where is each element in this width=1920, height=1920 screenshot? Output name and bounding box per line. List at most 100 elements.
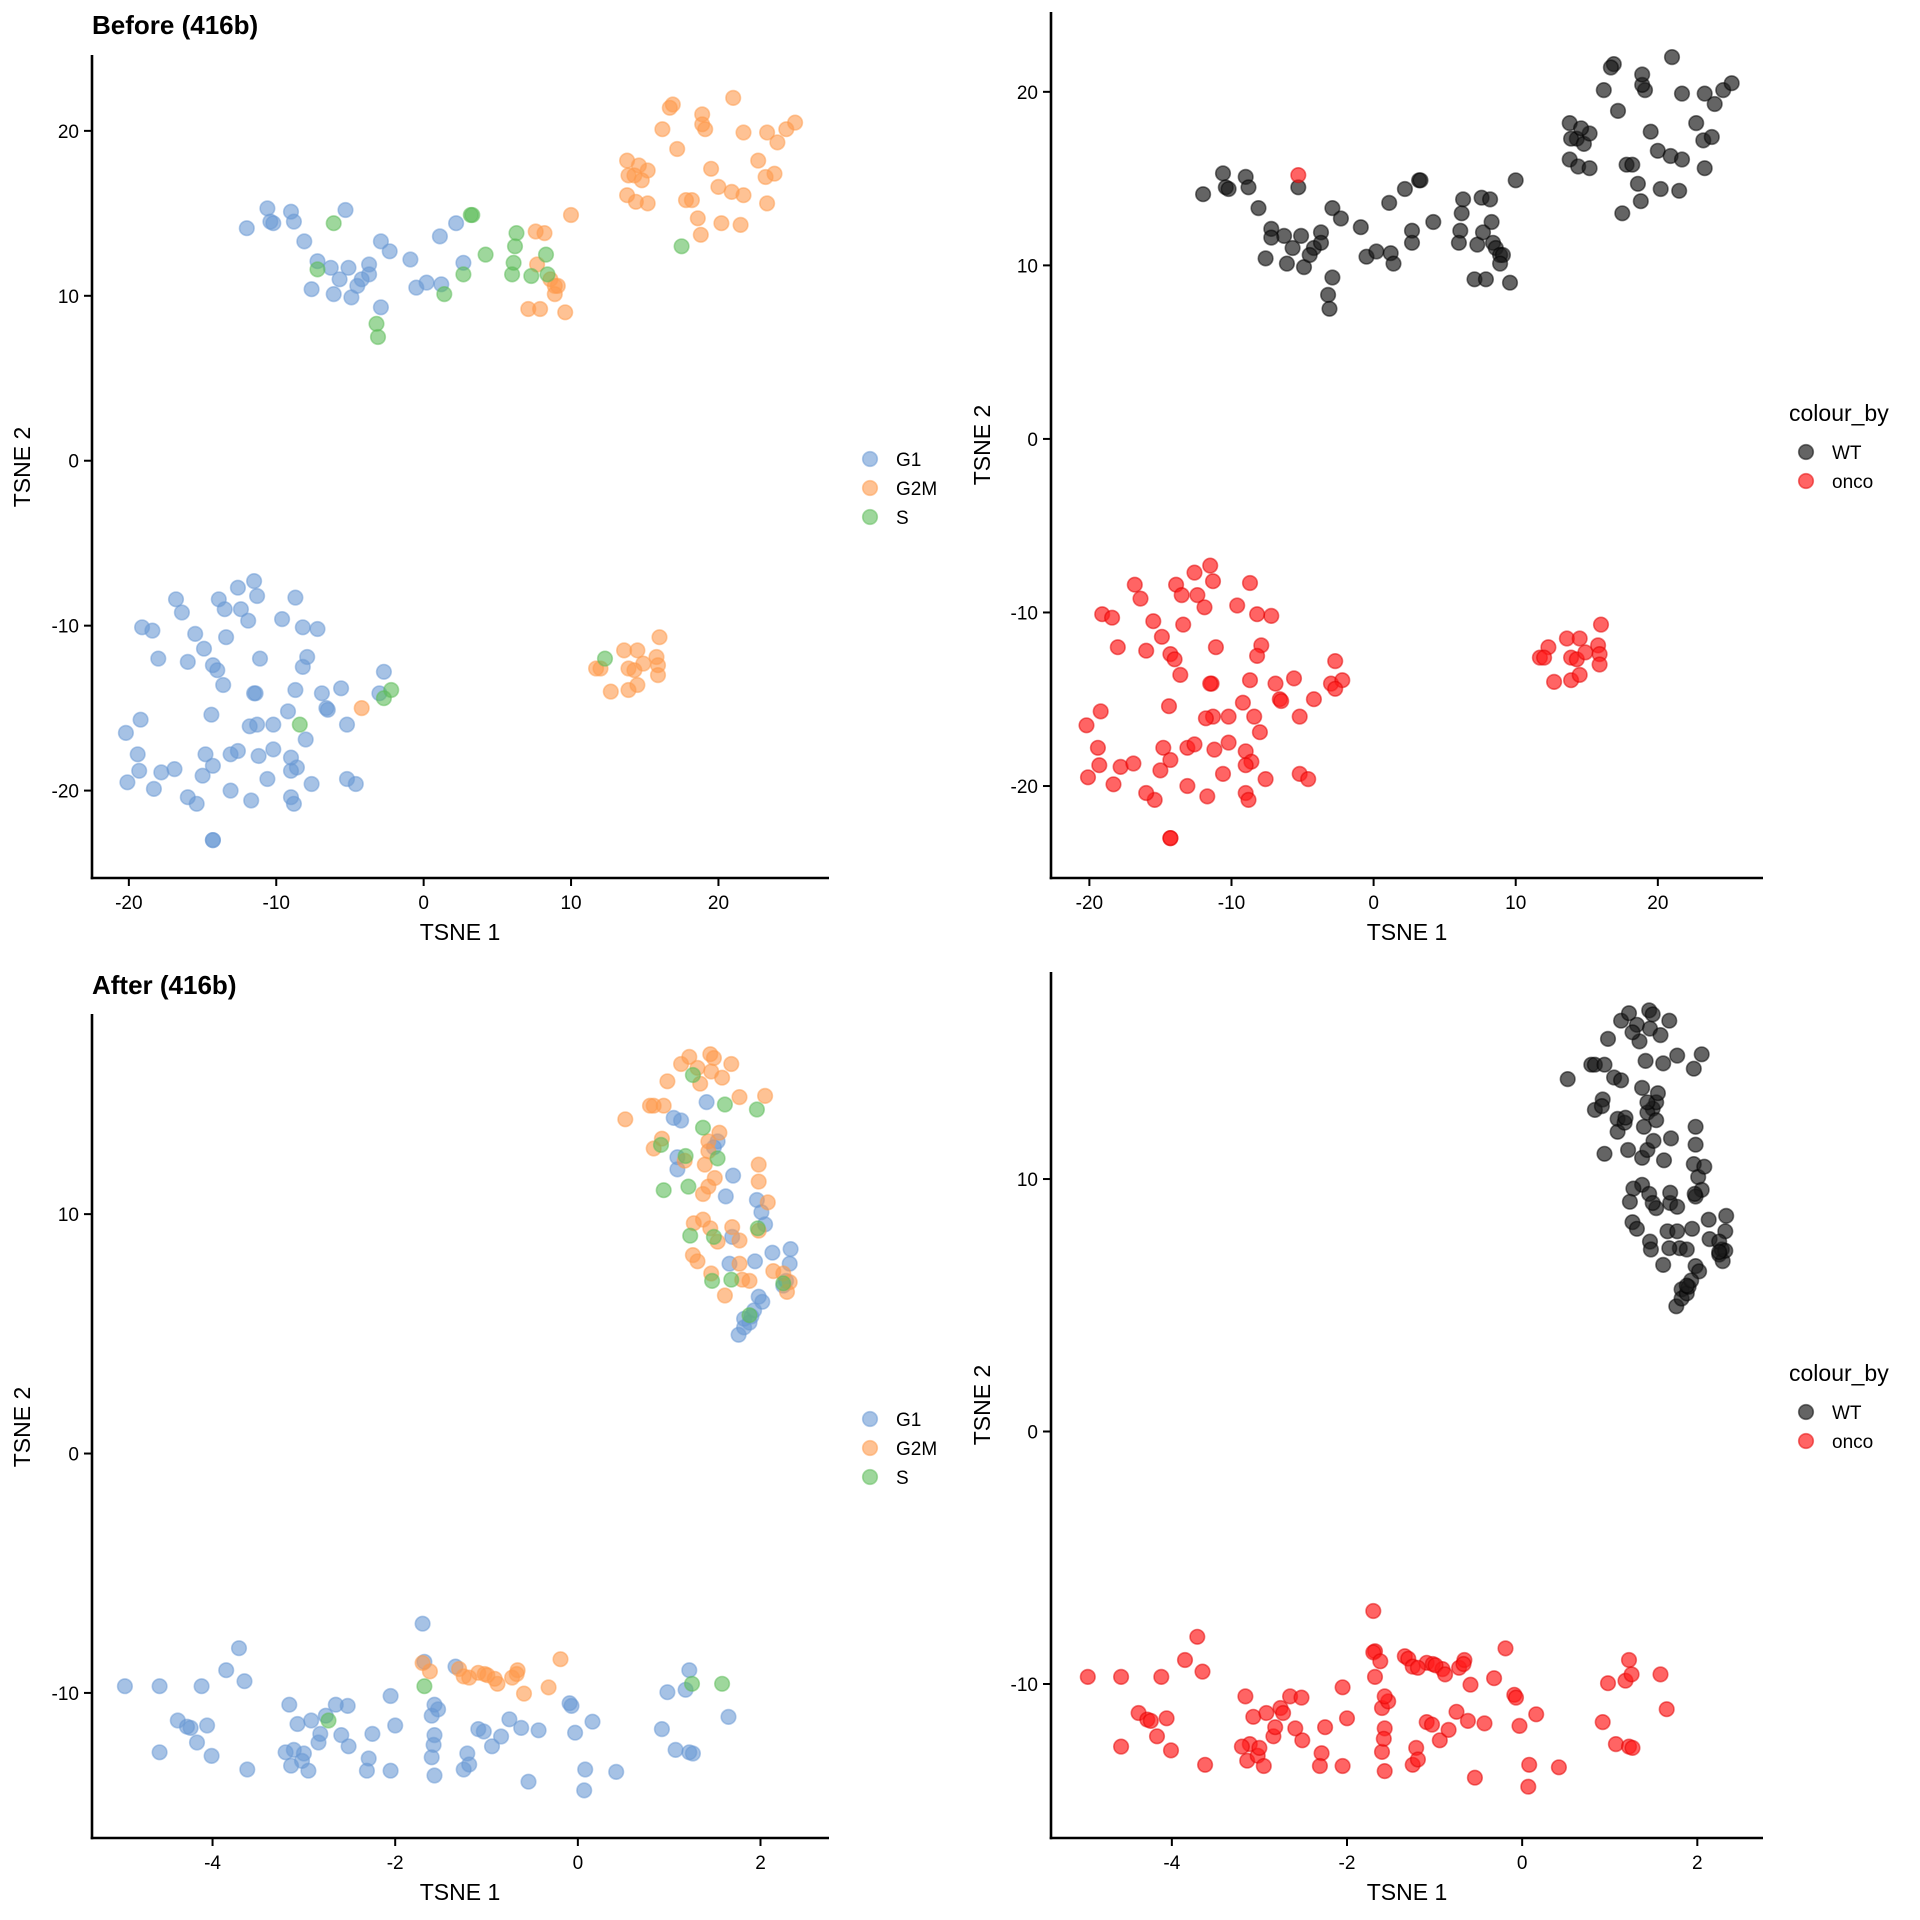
data-point xyxy=(1723,75,1740,92)
data-point xyxy=(682,1227,699,1244)
data-point xyxy=(436,286,453,303)
data-point xyxy=(320,1712,337,1729)
data-point xyxy=(1324,269,1341,286)
data-point xyxy=(552,1651,569,1668)
data-point xyxy=(296,233,313,250)
data-point xyxy=(1237,757,1254,774)
data-point xyxy=(1162,829,1179,847)
data-point xyxy=(216,601,233,618)
x-tick-label: -20 xyxy=(1076,893,1103,914)
x-tick-label: 2 xyxy=(1692,1853,1703,1874)
data-point xyxy=(1596,1056,1613,1073)
data-point xyxy=(448,215,465,232)
data-point xyxy=(1485,1670,1503,1687)
data-point xyxy=(1312,234,1330,251)
series-onco xyxy=(1079,1602,1675,1795)
data-point xyxy=(222,782,239,799)
legend: G1 G2M S xyxy=(861,450,937,529)
data-point xyxy=(229,579,246,596)
legend-title: colour_by xyxy=(1789,400,1889,426)
legend-item-s: S xyxy=(861,1468,909,1489)
data-point xyxy=(116,1678,133,1695)
legend-label: WT xyxy=(1832,443,1862,464)
panel-before-phase: Before (416b) -20 -10 0 10 20 -20 -10 0 10 20 TSN… xyxy=(9,10,937,945)
data-point xyxy=(539,266,556,283)
data-point xyxy=(331,271,348,288)
legend-item-s: S xyxy=(861,508,909,529)
data-point xyxy=(775,1275,792,1292)
data-point xyxy=(1176,1651,1194,1669)
data-point xyxy=(1365,1602,1382,1620)
data-point xyxy=(655,1182,672,1199)
data-point xyxy=(1263,229,1280,246)
data-point xyxy=(1571,630,1588,647)
data-point xyxy=(1105,776,1122,793)
data-point xyxy=(1079,769,1097,786)
data-point xyxy=(531,300,549,318)
legend-item-g1: G1 xyxy=(861,450,921,471)
legend-title: colour_by xyxy=(1789,1360,1889,1386)
series-wt xyxy=(1559,1002,1735,1315)
data-point xyxy=(241,718,258,735)
data-point xyxy=(1179,777,1196,795)
data-point xyxy=(713,215,730,232)
x-axis-title: TSNE 1 xyxy=(420,1879,501,1905)
data-point xyxy=(692,226,709,243)
data-point xyxy=(1229,597,1246,614)
data-point xyxy=(1678,1241,1695,1258)
data-point xyxy=(1202,675,1219,692)
data-point xyxy=(1250,200,1267,217)
data-point xyxy=(1162,751,1179,769)
data-point xyxy=(1454,191,1472,208)
legend-label: G1 xyxy=(896,450,921,471)
data-point xyxy=(764,1244,781,1261)
data-point xyxy=(1528,1706,1545,1723)
data-point xyxy=(117,724,134,742)
data-point xyxy=(325,286,342,303)
data-point xyxy=(1263,607,1280,625)
data-point xyxy=(145,780,162,798)
data-point xyxy=(672,1112,690,1129)
data-point xyxy=(1194,186,1212,203)
data-point xyxy=(166,760,183,778)
data-point xyxy=(230,1640,248,1657)
data-point xyxy=(1599,1675,1617,1692)
data-point xyxy=(1202,557,1219,574)
data-point xyxy=(197,746,214,763)
data-point xyxy=(515,1685,533,1702)
x-tick-label: 10 xyxy=(560,893,581,914)
data-point xyxy=(629,676,646,694)
data-point xyxy=(1189,1628,1206,1645)
data-point xyxy=(1634,66,1651,83)
data-point xyxy=(461,1669,478,1686)
data-point xyxy=(1436,1666,1454,1683)
data-point xyxy=(1338,1710,1356,1727)
data-point xyxy=(1255,1757,1272,1775)
data-point xyxy=(1696,85,1713,102)
data-point xyxy=(1594,1713,1611,1731)
data-point xyxy=(1572,120,1590,137)
data-point xyxy=(1497,1640,1514,1657)
data-point xyxy=(1300,770,1317,788)
data-point xyxy=(750,1173,767,1190)
data-point xyxy=(203,1747,220,1764)
legend-item-onco: onco xyxy=(1797,472,1873,493)
data-point xyxy=(1145,613,1162,630)
y-tick-label: 0 xyxy=(1027,1423,1038,1444)
data-point xyxy=(786,114,804,131)
data-point xyxy=(1642,1241,1659,1258)
data-point xyxy=(540,1679,557,1696)
data-point xyxy=(1125,755,1142,772)
data-point xyxy=(1511,1717,1528,1734)
x-axis-title: TSNE 1 xyxy=(1367,919,1448,945)
data-point xyxy=(426,1767,443,1784)
data-point xyxy=(513,1719,530,1736)
data-point xyxy=(677,1147,694,1165)
data-point xyxy=(1571,666,1588,684)
data-point xyxy=(1501,274,1519,291)
data-point xyxy=(1671,182,1688,199)
data-point xyxy=(750,152,767,169)
data-point xyxy=(1545,673,1563,691)
data-point xyxy=(563,1697,580,1714)
data-point xyxy=(1327,652,1344,670)
